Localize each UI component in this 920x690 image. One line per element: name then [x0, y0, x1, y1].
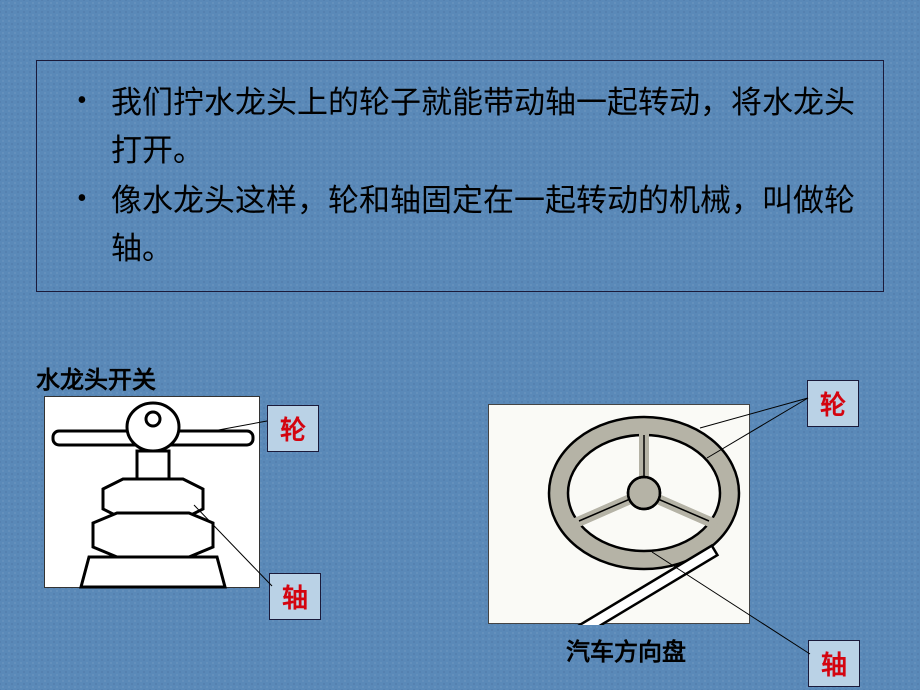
steering-diagram — [488, 404, 750, 624]
tag-steering-axle: 轴 — [808, 640, 860, 687]
bullet-list: 我们拧水龙头上的轮子就能带动轴一起转动，将水龙头打开。 像水龙头这样，轮和轴固定… — [59, 79, 861, 273]
faucet-heading: 水龙头开关 — [36, 360, 156, 395]
faucet-diagram — [44, 396, 260, 588]
tag-steering-wheel: 轮 — [807, 380, 859, 427]
text-panel: 我们拧水龙头上的轮子就能带动轴一起转动，将水龙头打开。 像水龙头这样，轮和轴固定… — [36, 60, 884, 292]
tag-faucet-axle: 轴 — [269, 573, 321, 620]
bullet-item-2: 像水龙头这样，轮和轴固定在一起转动的机械，叫做轮轴。 — [59, 177, 861, 273]
bullet-item-1: 我们拧水龙头上的轮子就能带动轴一起转动，将水龙头打开。 — [59, 79, 861, 175]
steering-heading: 汽车方向盘 — [566, 632, 686, 667]
tag-faucet-wheel: 轮 — [267, 405, 319, 452]
